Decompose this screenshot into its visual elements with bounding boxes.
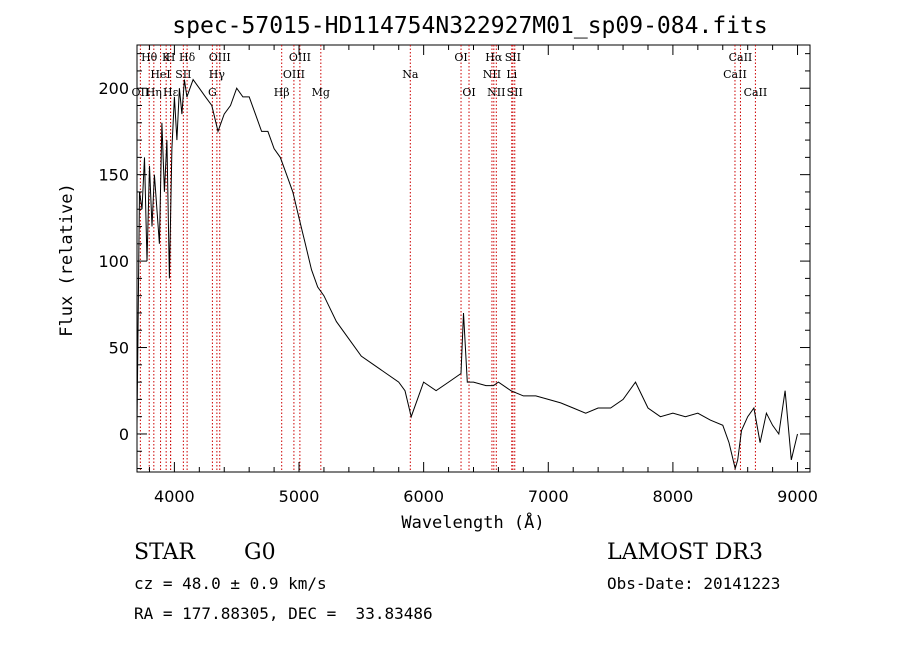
marker-label: OIII [209,51,231,64]
marker-label: G [208,86,217,99]
x-tick-label: 7000 [528,487,569,506]
marker-label: H [166,51,176,64]
marker-label: SII [175,68,191,81]
marker-label: HeI [150,68,170,81]
marker-label: Hα [485,51,503,64]
y-tick-label: 0 [119,425,129,444]
marker-label: Hε [163,86,179,99]
marker-label: CaII [744,86,768,99]
marker-label: Hγ [209,68,226,81]
marker-label: CaII [729,51,753,64]
marker-label: NII [483,68,501,81]
x-tick-label: 6000 [403,487,444,506]
line-marker-labels: OII Hθ Hη HeI KH Hε SII Hδ G Hγ OIII Hβ OIII OIII Mg Na… [132,51,768,99]
redshift-velocity: cz = 48.0 ± 0.9 km/s [134,574,327,593]
y-axis-label: Flux (relative) [57,183,77,337]
y-tick-label: 150 [98,166,129,185]
marker-label: Mg [312,86,330,99]
x-tick-label: 4000 [154,487,195,506]
y-tick-label: 200 [98,79,129,98]
x-tick-label: 9000 [777,487,818,506]
marker-label: OII [132,86,150,99]
marker-label: Hβ [274,86,290,99]
observation-date: Obs-Date: 20141223 [607,574,781,593]
x-tick-label: 8000 [653,487,694,506]
y-tick-label: 50 [109,339,129,358]
marker-label: K [162,51,171,64]
marker-label: Hδ [179,51,196,64]
chart-title: spec-57015-HD114754N322927M01_sp09-084.f… [172,13,767,39]
marker-label: CaII [723,68,747,81]
marker-label: Hη [146,86,162,99]
marker-label: OI [454,51,467,64]
sky-coordinates: RA = 177.88305, DEC = 33.83486 [134,604,433,623]
marker-label: SII [505,51,521,64]
marker-label: OIII [283,68,305,81]
line-markers [139,45,756,472]
marker-label: Hθ [141,51,158,64]
marker-label: OI [462,86,475,99]
marker-label: NII [487,86,505,99]
object-class: STAR [134,540,195,565]
y-axis-ticks: 0 50 100 150 200 [98,53,810,470]
x-axis-label: Wavelength (Å) [401,511,544,533]
marker-label: SII [507,86,523,99]
object-subclass: G0 [244,540,276,565]
plot-frame [136,44,811,473]
spectrum-line [136,78,798,471]
x-axis-ticks: 4000 5000 6000 7000 8000 9000 [148,45,818,506]
marker-label: Na [402,68,419,81]
marker-label: OIII [289,51,311,64]
survey-name: LAMOST DR3 [607,540,763,565]
x-tick-label: 5000 [279,487,320,506]
marker-label: Li [506,68,517,81]
y-tick-label: 100 [98,252,129,271]
